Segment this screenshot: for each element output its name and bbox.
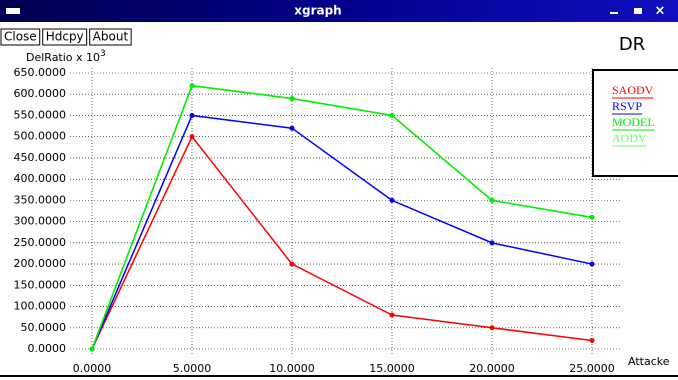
data-point <box>289 261 295 267</box>
y-tick-label: 650.0000 <box>14 66 67 79</box>
series-line <box>91 84 593 350</box>
data-point <box>489 240 495 246</box>
data-point <box>589 261 595 267</box>
data-point <box>389 312 395 318</box>
plot: 0.0000 50.0000 100.0000 150.0000 200.0000 250… <box>14 66 678 375</box>
y-tick-label: 100.0000 <box>14 300 67 313</box>
y-tick-label: 350.0000 <box>14 193 67 206</box>
toolbar-button-label[interactable]: Hdcpy <box>46 30 84 44</box>
data-point <box>189 112 195 118</box>
y-tick-label: 600.0000 <box>14 87 67 100</box>
data-point <box>89 346 95 352</box>
data-point <box>189 83 195 89</box>
chart-title: DR <box>619 34 645 55</box>
x-tick-label: 15.0000 <box>369 362 415 375</box>
data-point <box>489 197 495 203</box>
data-point <box>189 134 195 140</box>
legend-label: SAODV <box>612 83 654 97</box>
series-line <box>91 84 593 350</box>
series-line <box>91 114 593 350</box>
y-axis-label: DelRatio x 103 <box>26 49 106 65</box>
data-point <box>289 125 295 131</box>
x-tick-label: 20.0000 <box>469 362 515 375</box>
window-title: xgraph <box>294 4 341 18</box>
y-tick-label: 50.0000 <box>21 321 67 334</box>
legend-label: AODV <box>612 131 647 145</box>
toolbar-button[interactable] <box>42 28 88 46</box>
toolbar-button-label[interactable]: About <box>93 30 129 44</box>
x-tick-label: 25.0000 <box>569 362 615 375</box>
x-tick-label: 10.0000 <box>269 362 315 375</box>
y-tick-label: 550.0000 <box>14 108 67 121</box>
y-tick-label: 0.0000 <box>28 342 67 355</box>
toolbar-button[interactable] <box>89 28 132 46</box>
close-window-button[interactable]: × <box>655 4 666 19</box>
minimize-button[interactable] <box>610 12 618 14</box>
y-tick-label: 500.0000 <box>14 130 67 143</box>
toolbar-button-label[interactable]: Close <box>4 30 37 44</box>
series-line <box>91 135 593 350</box>
button-bar: Close Hdcpy About <box>0 28 132 46</box>
y-tick-label: 450.0000 <box>14 151 67 164</box>
x-tick-label: 0.0000 <box>73 362 112 375</box>
data-point <box>389 197 395 203</box>
y-tick-label: 400.0000 <box>14 172 67 185</box>
window-menu-icon[interactable] <box>6 8 20 14</box>
maximize-button[interactable] <box>634 8 642 14</box>
data-point <box>589 214 595 220</box>
data-point <box>389 112 395 118</box>
legend-label: RSVP <box>612 99 642 113</box>
x-axis-label: Attacke <box>628 355 670 368</box>
legend-box <box>592 69 678 177</box>
x-tick-label: 5.0000 <box>173 362 212 375</box>
y-tick-label: 150.0000 <box>14 278 67 291</box>
title-bar <box>0 0 678 22</box>
data-point <box>489 325 495 331</box>
legend-label: MODEL <box>612 115 655 129</box>
y-tick-label: 200.0000 <box>14 257 67 270</box>
y-tick-label: 250.0000 <box>14 236 67 249</box>
data-point <box>589 338 595 344</box>
y-label-exponent: 3 <box>100 49 106 59</box>
data-point <box>289 95 295 101</box>
y-label-text: DelRatio x 10 <box>26 51 100 64</box>
y-tick-label: 300.0000 <box>14 215 67 228</box>
toolbar-button[interactable] <box>0 28 41 46</box>
